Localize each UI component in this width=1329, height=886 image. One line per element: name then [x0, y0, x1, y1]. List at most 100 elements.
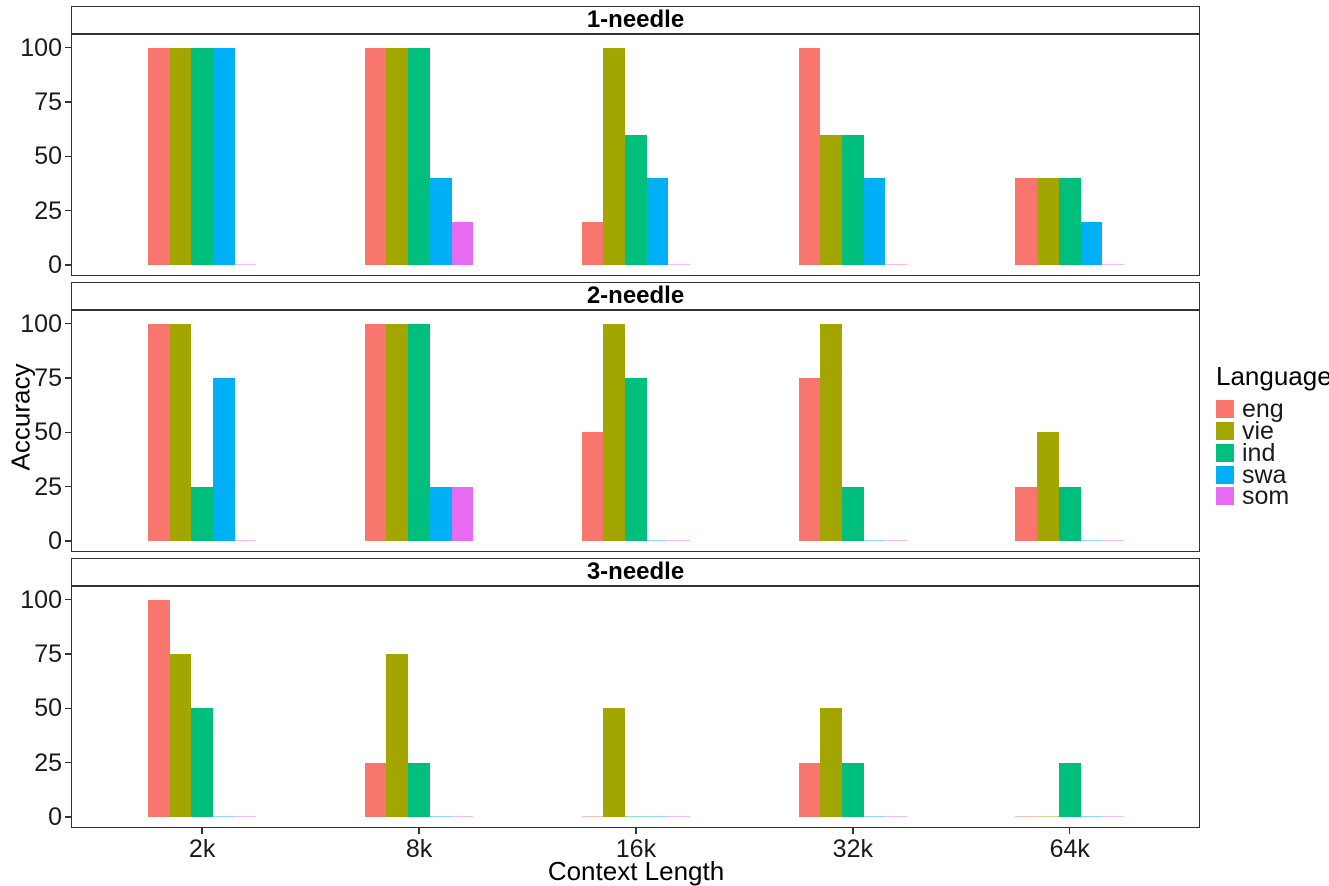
x-axis-title: Context Length: [547, 856, 725, 886]
bar-2-needle-64k-swa: [1080, 539, 1103, 541]
bar-3-needle-32k-eng: [798, 762, 821, 817]
bar-2-needle-16k-eng: [581, 432, 604, 541]
bar-1-needle-16k-swa: [646, 178, 669, 265]
bar-1-needle-64k-swa: [1080, 221, 1103, 265]
bar-3-needle-64k-som: [1102, 815, 1124, 817]
bar-3-needle-32k-swa: [863, 815, 886, 817]
legend-swatch-som: [1216, 487, 1234, 506]
y-tick-label: 25: [34, 196, 62, 225]
x-tick-label: 8k: [405, 835, 433, 863]
bar-2-needle-2k-vie: [169, 323, 192, 541]
bar-2-needle-32k-swa: [863, 539, 886, 541]
bar-1-needle-2k-swa: [212, 47, 235, 265]
legend-label: swa: [1242, 460, 1287, 489]
bar-2-needle-2k-som: [234, 539, 257, 541]
y-tick-label: 0: [48, 527, 62, 555]
bar-3-needle-8k-eng: [364, 762, 387, 817]
y-axis-tick: [65, 653, 71, 655]
bar-1-needle-64k-eng: [1015, 178, 1038, 265]
x-tick-label: 16k: [615, 835, 657, 863]
y-tick-label: 75: [34, 364, 62, 393]
legend-label: vie: [1242, 417, 1274, 446]
bar-1-needle-16k-vie: [603, 47, 626, 265]
bar-1-needle-32k-ind: [841, 134, 864, 265]
legend: Language eng vie ind swa som: [1216, 361, 1329, 511]
y-tick-label: 100: [20, 33, 62, 62]
y-axis-tick: [65, 101, 71, 103]
legend-entry-ind: ind: [1216, 440, 1329, 465]
legend-entries: eng vie ind swa som: [1216, 397, 1329, 511]
bar-2-needle-64k-som: [1102, 539, 1124, 541]
legend-entry-som: som: [1216, 482, 1329, 511]
bar-3-needle-2k-eng: [147, 599, 170, 817]
bar-3-needle-2k-som: [234, 815, 257, 817]
y-tick-label: 75: [34, 640, 62, 669]
bar-3-needle-64k-swa: [1080, 815, 1103, 817]
x-tick-label: 2k: [188, 835, 216, 863]
bar-2-needle-64k-eng: [1015, 486, 1038, 541]
bar-3-needle-8k-som: [451, 815, 474, 817]
legend-entry-vie: vie: [1216, 417, 1329, 446]
bar-2-needle-32k-vie: [820, 323, 842, 541]
bar-2-needle-32k-eng: [798, 378, 821, 541]
facet-strip: 2-needle: [71, 282, 1200, 310]
x-tick-label: 64k: [1049, 835, 1090, 863]
bar-1-needle-8k-som: [451, 221, 474, 265]
bar-3-needle-2k-vie: [169, 654, 192, 817]
bar-2-needle-8k-eng: [364, 323, 387, 541]
y-axis-tick: [65, 540, 71, 542]
y-axis-tick: [65, 761, 71, 764]
y-axis-tick: [65, 707, 71, 710]
bar-3-needle-16k-eng: [581, 815, 604, 817]
y-axis-tick: [65, 155, 71, 158]
bar-1-needle-2k-eng: [147, 47, 170, 265]
bar-1-needle-32k-vie: [820, 134, 842, 265]
bar-2-needle-32k-som: [885, 539, 908, 541]
bar-3-needle-16k-som: [668, 815, 691, 817]
legend-title: Language: [1216, 361, 1329, 391]
x-axis-tick: [1068, 828, 1071, 834]
x-axis-tick: [635, 828, 637, 834]
bar-2-needle-8k-som: [451, 486, 474, 541]
bar-1-needle-2k-ind: [191, 47, 213, 265]
y-axis-tick: [65, 485, 71, 488]
bar-3-needle-16k-ind: [625, 815, 647, 817]
legend-swatch-vie: [1216, 422, 1234, 441]
bar-3-needle-64k-eng: [1015, 815, 1038, 817]
y-tick-label: 75: [34, 88, 62, 117]
y-axis-tick: [65, 209, 71, 212]
bar-2-needle-8k-swa: [429, 486, 452, 541]
y-axis-tick: [65, 816, 71, 818]
x-axis-tick: [852, 828, 854, 834]
bar-1-needle-8k-swa: [429, 178, 452, 265]
legend-label: som: [1242, 482, 1290, 511]
bar-2-needle-8k-vie: [386, 323, 409, 541]
bar-2-needle-64k-vie: [1037, 432, 1059, 541]
bar-3-needle-8k-vie: [386, 654, 409, 817]
bar-3-needle-16k-swa: [646, 815, 669, 817]
facet-strip-label: 1-needle: [586, 6, 685, 33]
x-tick-label: 32k: [832, 835, 873, 863]
legend-swatch-eng: [1216, 400, 1234, 419]
bar-3-needle-8k-ind: [408, 762, 430, 817]
bar-3-needle-64k-vie: [1037, 815, 1059, 817]
bar-1-needle-16k-eng: [581, 221, 604, 265]
facet-strip-label: 3-needle: [586, 558, 685, 585]
legend-entry-eng: eng: [1216, 397, 1329, 422]
bar-2-needle-16k-swa: [646, 539, 669, 541]
bar-2-needle-2k-swa: [212, 378, 235, 541]
bar-2-needle-32k-ind: [841, 486, 864, 541]
y-tick-label: 50: [34, 142, 62, 171]
y-tick-label: 25: [34, 748, 62, 777]
facet-strip: 3-needle: [71, 558, 1200, 586]
x-axis-tick: [418, 828, 420, 834]
bar-1-needle-64k-som: [1102, 263, 1124, 265]
y-axis-tick: [65, 598, 71, 601]
facet-strip-label: 2-needle: [586, 282, 685, 309]
bar-2-needle-16k-vie: [603, 323, 626, 541]
bar-1-needle-2k-som: [234, 263, 257, 265]
bar-1-needle-64k-vie: [1037, 178, 1059, 265]
bar-2-needle-16k-ind: [625, 378, 647, 541]
panel-background: [71, 586, 1200, 828]
